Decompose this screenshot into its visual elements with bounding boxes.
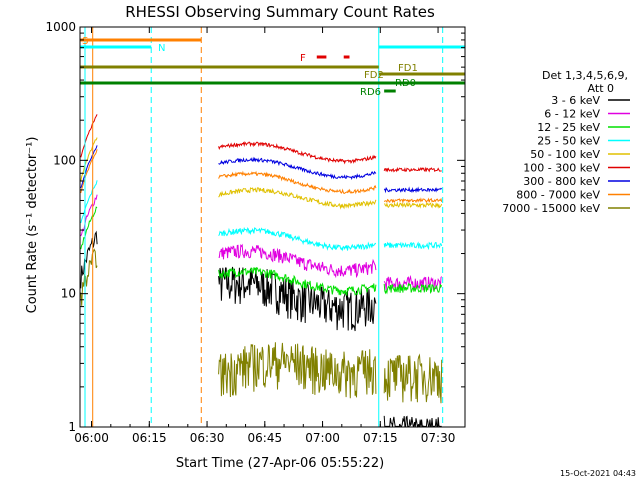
series-line-post: [383, 415, 442, 428]
legend-header-line1: Det 1,3,4,5,6,9,: [542, 69, 628, 82]
x-tick-label: 07:00: [305, 431, 340, 445]
flag-label-f: F: [300, 53, 306, 64]
axes: 06:00 06:15 06:30 06:45 07:00 07:15 07:30 1 10 10…: [45, 20, 466, 445]
y-axis-label: Count Rate (s⁻¹ detector⁻¹): [25, 137, 40, 314]
legend-label: 100 - 300 keV: [523, 162, 600, 175]
series-line-main: [218, 156, 377, 181]
series-line-pre: [80, 137, 98, 182]
series-100-300kev: [80, 114, 442, 173]
flag-label-s: S: [82, 36, 88, 47]
series-line-pre: [80, 180, 98, 224]
plot-frame: [79, 26, 466, 428]
series-line-pre: [80, 248, 98, 306]
series-line-post: [383, 241, 443, 251]
x-axis-label: Start Time (27-Apr-06 05:55:22): [176, 456, 384, 471]
series-line-pre: [80, 230, 98, 289]
series-line-main: [218, 187, 377, 210]
series-7000-15000kev: [80, 248, 443, 404]
y-tick-label: 1000: [45, 20, 76, 34]
flag-label-fd2: FD2: [364, 70, 384, 81]
series-line-main: [218, 266, 377, 297]
series-800-7000kev: [80, 149, 443, 204]
y-tick-label: 1: [68, 420, 76, 434]
series-12-25kev: [80, 206, 443, 297]
series-line-main: [218, 243, 377, 279]
legend-label: 25 - 50 keV: [537, 135, 600, 148]
series-line-post: [383, 282, 443, 295]
series-3-6kev: [80, 230, 442, 428]
series-300-800kev: [80, 145, 443, 194]
flag-label-fd1: FD1: [398, 63, 418, 74]
legend-label: 6 - 12 keV: [544, 108, 600, 121]
series-50-100kev: [80, 137, 443, 210]
legend-label: 800 - 7000 keV: [516, 189, 600, 202]
legend-label: 50 - 100 keV: [530, 148, 600, 161]
legend-label: 12 - 25 keV: [537, 121, 600, 134]
legend-header-line2: Att 0: [588, 82, 614, 95]
series-line-main: [218, 266, 377, 332]
series-line-pre: [80, 149, 98, 194]
flag-label-rd6: RD6: [360, 87, 381, 98]
series-line-pre: [80, 206, 98, 250]
x-tick-label: 06:15: [132, 431, 167, 445]
series-line-post: [383, 274, 443, 291]
series-line-post: [384, 201, 443, 209]
series-line-main: [218, 141, 377, 165]
series-line-main: [218, 226, 377, 252]
chart-title: RHESSI Observing Summary Count Rates: [125, 3, 435, 21]
x-tick-label: 06:00: [74, 431, 109, 445]
x-tick-label: 06:45: [248, 431, 283, 445]
footer-date: 15-Oct-2021 04:43: [560, 469, 636, 478]
series-line-post: [383, 197, 443, 204]
series-line-pre: [80, 145, 98, 189]
y-tick-label: 100: [53, 153, 76, 167]
series-line-post: [383, 186, 443, 194]
flag-label-rd0: RD0: [395, 78, 416, 89]
series-25-50kev: [80, 180, 443, 252]
series-line-post: [383, 353, 443, 404]
legend-label: 3 - 6 keV: [551, 94, 600, 107]
chart-marks: [80, 114, 443, 428]
y-tick-label: 10: [61, 287, 76, 301]
x-tick-label: 07:30: [421, 431, 456, 445]
series-line-main: [218, 342, 377, 399]
series-line-post: [383, 166, 442, 173]
legend-label: 300 - 800 keV: [523, 175, 600, 188]
x-tick-label: 07:15: [363, 431, 398, 445]
x-tick-label: 06:30: [190, 431, 225, 445]
series-line-main: [218, 170, 377, 195]
flag-markers: S N F FD1 FD2 RD0 RD6: [80, 27, 465, 427]
series-line-pre: [80, 114, 98, 158]
legend-label: 7000 - 15000 keV: [502, 202, 600, 215]
flag-label-n: N: [158, 43, 165, 54]
